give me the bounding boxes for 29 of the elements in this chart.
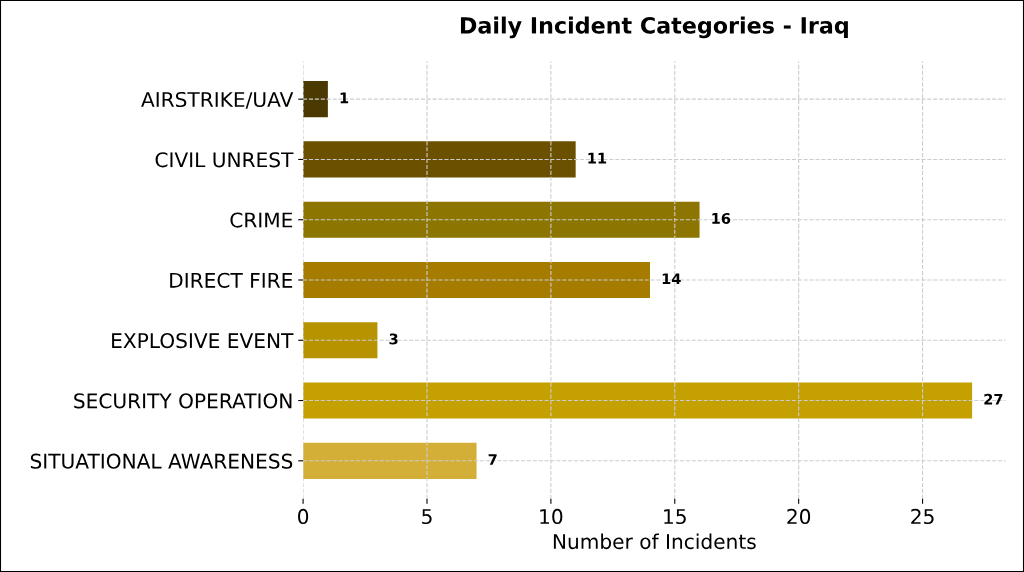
data-label: 14 (662, 273, 681, 285)
bar (303, 201, 700, 238)
data-label: 27 (984, 393, 1003, 405)
data-label: 16 (712, 212, 731, 224)
y-tick-label: CRIME (230, 212, 293, 228)
bar (303, 261, 650, 299)
data-label: 1 (340, 92, 349, 104)
y-tick-label: AIRSTRIKE/UAV (141, 91, 294, 109)
y-tick-label: EXPLOSIVE EVENT (112, 332, 294, 349)
bar (303, 81, 328, 118)
data-label: 7 (488, 454, 497, 465)
x-tick-label: 20 (787, 508, 811, 525)
y-tick-label: SITUATIONAL AWARENESS (30, 453, 293, 469)
x-tick-label: 5 (422, 509, 432, 525)
x-tick-label: 15 (664, 509, 686, 525)
data-label: 3 (389, 333, 398, 345)
y-tick-label: DIRECT FIRE (170, 272, 293, 288)
y-tick-label: CIVIL UNREST (155, 152, 294, 168)
x-tick-label: 25 (911, 508, 934, 525)
x-tick-label: 10 (540, 508, 563, 525)
x-tick-label: 0 (298, 508, 309, 525)
bar (303, 141, 576, 178)
x-axis-title: Number of Incidents (553, 533, 756, 550)
chart-title: Daily Incident Categories - Iraq (460, 16, 848, 39)
data-label: 11 (588, 152, 607, 164)
bar (303, 382, 973, 419)
bar (303, 322, 378, 359)
y-tick-label: SECURITY OPERATION (74, 393, 292, 409)
bar (303, 442, 477, 479)
